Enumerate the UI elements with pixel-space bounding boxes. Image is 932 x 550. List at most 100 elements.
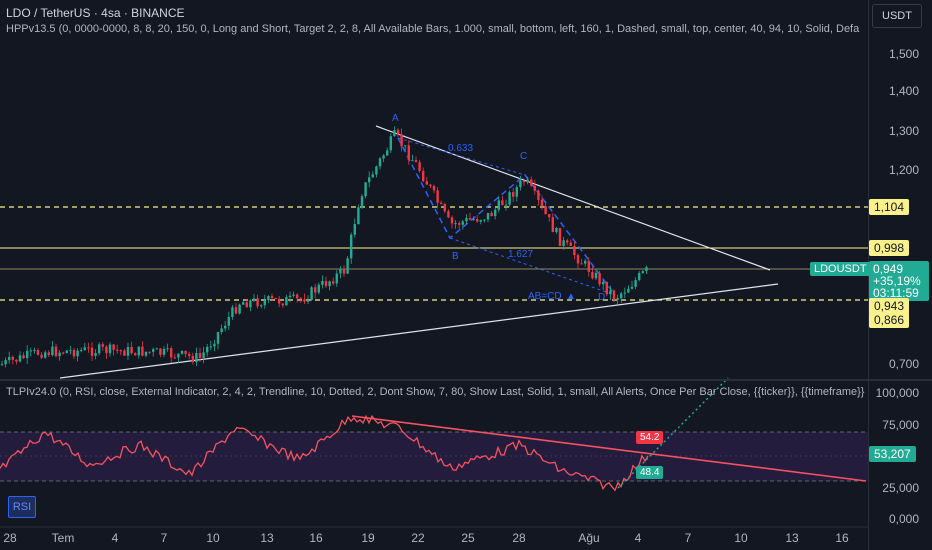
price-tag-0866: 0,866 <box>869 312 910 328</box>
symbol-tag: LDOUSDT <box>810 262 871 276</box>
candle-body <box>472 219 475 221</box>
candle-body <box>616 298 619 301</box>
time-tick: Tem <box>51 531 75 545</box>
rsi-tick: 75,000 <box>882 418 919 432</box>
time-tick: Ağu <box>578 531 600 545</box>
pane-separator[interactable] <box>0 379 932 381</box>
time-tick: 4 <box>111 531 119 545</box>
candle-body <box>155 348 158 350</box>
candle-body <box>292 294 295 296</box>
candle-body <box>80 350 83 352</box>
candle-body <box>594 272 598 279</box>
candle-body <box>72 349 76 357</box>
candle-body <box>544 206 547 215</box>
currency-button[interactable]: USDT <box>872 4 922 28</box>
candle-body <box>328 281 331 287</box>
candle-body <box>303 299 306 302</box>
price-tick: 1,500 <box>888 47 919 61</box>
candle-body <box>512 192 515 197</box>
candle-body <box>76 350 79 357</box>
rsi-tick: 0,000 <box>888 512 919 526</box>
candle-body <box>260 305 263 307</box>
candle-body <box>256 298 259 307</box>
candle-body <box>173 357 176 359</box>
candle-body <box>202 352 205 358</box>
candle-body <box>486 212 490 220</box>
candle-body <box>137 346 140 356</box>
candle-body <box>350 234 353 259</box>
symbol-title[interactable]: LDO / TetherUS · 4sa · BINANCE <box>6 6 185 20</box>
candle-body <box>551 217 554 233</box>
candle-body <box>609 290 612 295</box>
candle-body <box>33 350 36 352</box>
candle-body <box>317 284 320 293</box>
candle-body <box>152 349 155 352</box>
candle-body <box>436 190 439 203</box>
candle-body <box>314 287 317 293</box>
candle-body <box>605 281 608 295</box>
candle-body <box>429 184 432 187</box>
candle-body <box>537 190 540 200</box>
pattern-point-c: C <box>520 151 528 162</box>
candle-body <box>371 174 374 178</box>
trendlines[interactable] <box>59 125 779 379</box>
rsi-marker-high: 54.2 <box>636 431 664 444</box>
candle-body <box>213 343 216 347</box>
candle-body <box>382 155 385 159</box>
candle-body <box>353 224 356 235</box>
candle-body <box>566 240 569 243</box>
candle-body <box>188 353 191 356</box>
candle-body <box>180 350 184 354</box>
price-tag-0998: 0,998 <box>869 240 910 256</box>
candle-body <box>389 136 392 151</box>
candle-body <box>94 353 97 356</box>
rsi-legend[interactable]: TLPIv24.0 (0, RSI, close, External Indic… <box>6 386 865 398</box>
candle-body <box>598 272 601 285</box>
rsi-line <box>0 414 649 492</box>
candle-body <box>238 304 241 314</box>
candle-body <box>483 219 486 221</box>
time-tick: 28 <box>512 531 526 545</box>
candle-body <box>386 150 389 156</box>
candle-body <box>18 355 22 362</box>
candle-body <box>476 219 479 222</box>
candle-body <box>645 267 648 272</box>
candle-body <box>335 273 338 284</box>
candle-body <box>515 187 518 197</box>
time-tick: 10 <box>734 531 748 545</box>
rsi-toggle-button[interactable]: RSI <box>8 496 36 518</box>
pattern-ratio-cd: 1.627 <box>508 249 534 260</box>
candle-body <box>638 273 641 280</box>
time-tick: 13 <box>260 531 274 545</box>
indicator-legend[interactable]: HPPv13.5 (0, 0000-0000, 8, 8, 20, 150, 0… <box>6 23 860 35</box>
candle-body <box>288 295 292 298</box>
candle-body <box>195 353 198 363</box>
price-tick: 0,700 <box>888 357 919 371</box>
candle-body <box>418 162 421 172</box>
time-tick: 28 <box>3 531 17 545</box>
candle-body <box>612 290 616 301</box>
candle-body <box>378 158 382 167</box>
rsi-marker-low: 48.4 <box>636 466 664 479</box>
candle-body <box>569 242 572 246</box>
candle-body <box>620 293 623 299</box>
candle-body <box>191 355 194 363</box>
candle-body <box>346 258 349 274</box>
candle-body <box>29 350 32 352</box>
candle-body <box>126 346 130 356</box>
candle-body <box>400 134 403 147</box>
candle-body <box>468 217 472 220</box>
candle-body <box>630 286 634 289</box>
candle-body <box>58 352 61 357</box>
candle-body <box>580 263 583 265</box>
last-price: 0,949 <box>873 262 904 276</box>
candle-body <box>278 298 281 304</box>
candle-body <box>306 300 310 302</box>
rsi-trendline[interactable] <box>351 415 867 482</box>
candle-body <box>494 209 497 217</box>
candle-body <box>285 297 288 306</box>
candle-body <box>170 348 173 358</box>
candlesticks <box>0 126 648 368</box>
candle-body <box>267 296 270 301</box>
